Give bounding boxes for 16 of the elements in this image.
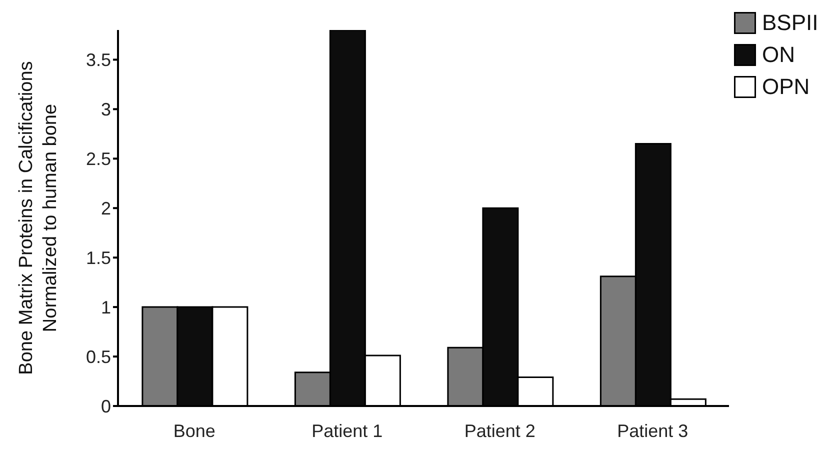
y-tick-label: 3 [100,100,111,120]
y-tick-label: 3.5 [86,50,111,70]
y-axis-title: Bone Matrix Proteins in Calcifications Normalized to human bone [16,61,61,375]
legend-label: OPN [762,74,810,100]
x-tick-label: Patient 1 [312,420,383,441]
x-tick-label: Patient 3 [617,420,688,441]
y-tick-label: 1.5 [86,248,111,268]
y-tick-label: 2 [100,198,111,218]
x-tick-label: Bone [173,420,216,441]
y-tick-label: 0 [100,396,111,416]
x-tick-label: Patient 2 [464,420,536,441]
legend-label: ON [762,42,795,68]
legend-label: BSPII [762,10,818,36]
y-tick-label: 0.5 [86,346,111,367]
y-tick-label: 1 [100,297,111,318]
y-tick-label: 2.5 [86,149,111,170]
